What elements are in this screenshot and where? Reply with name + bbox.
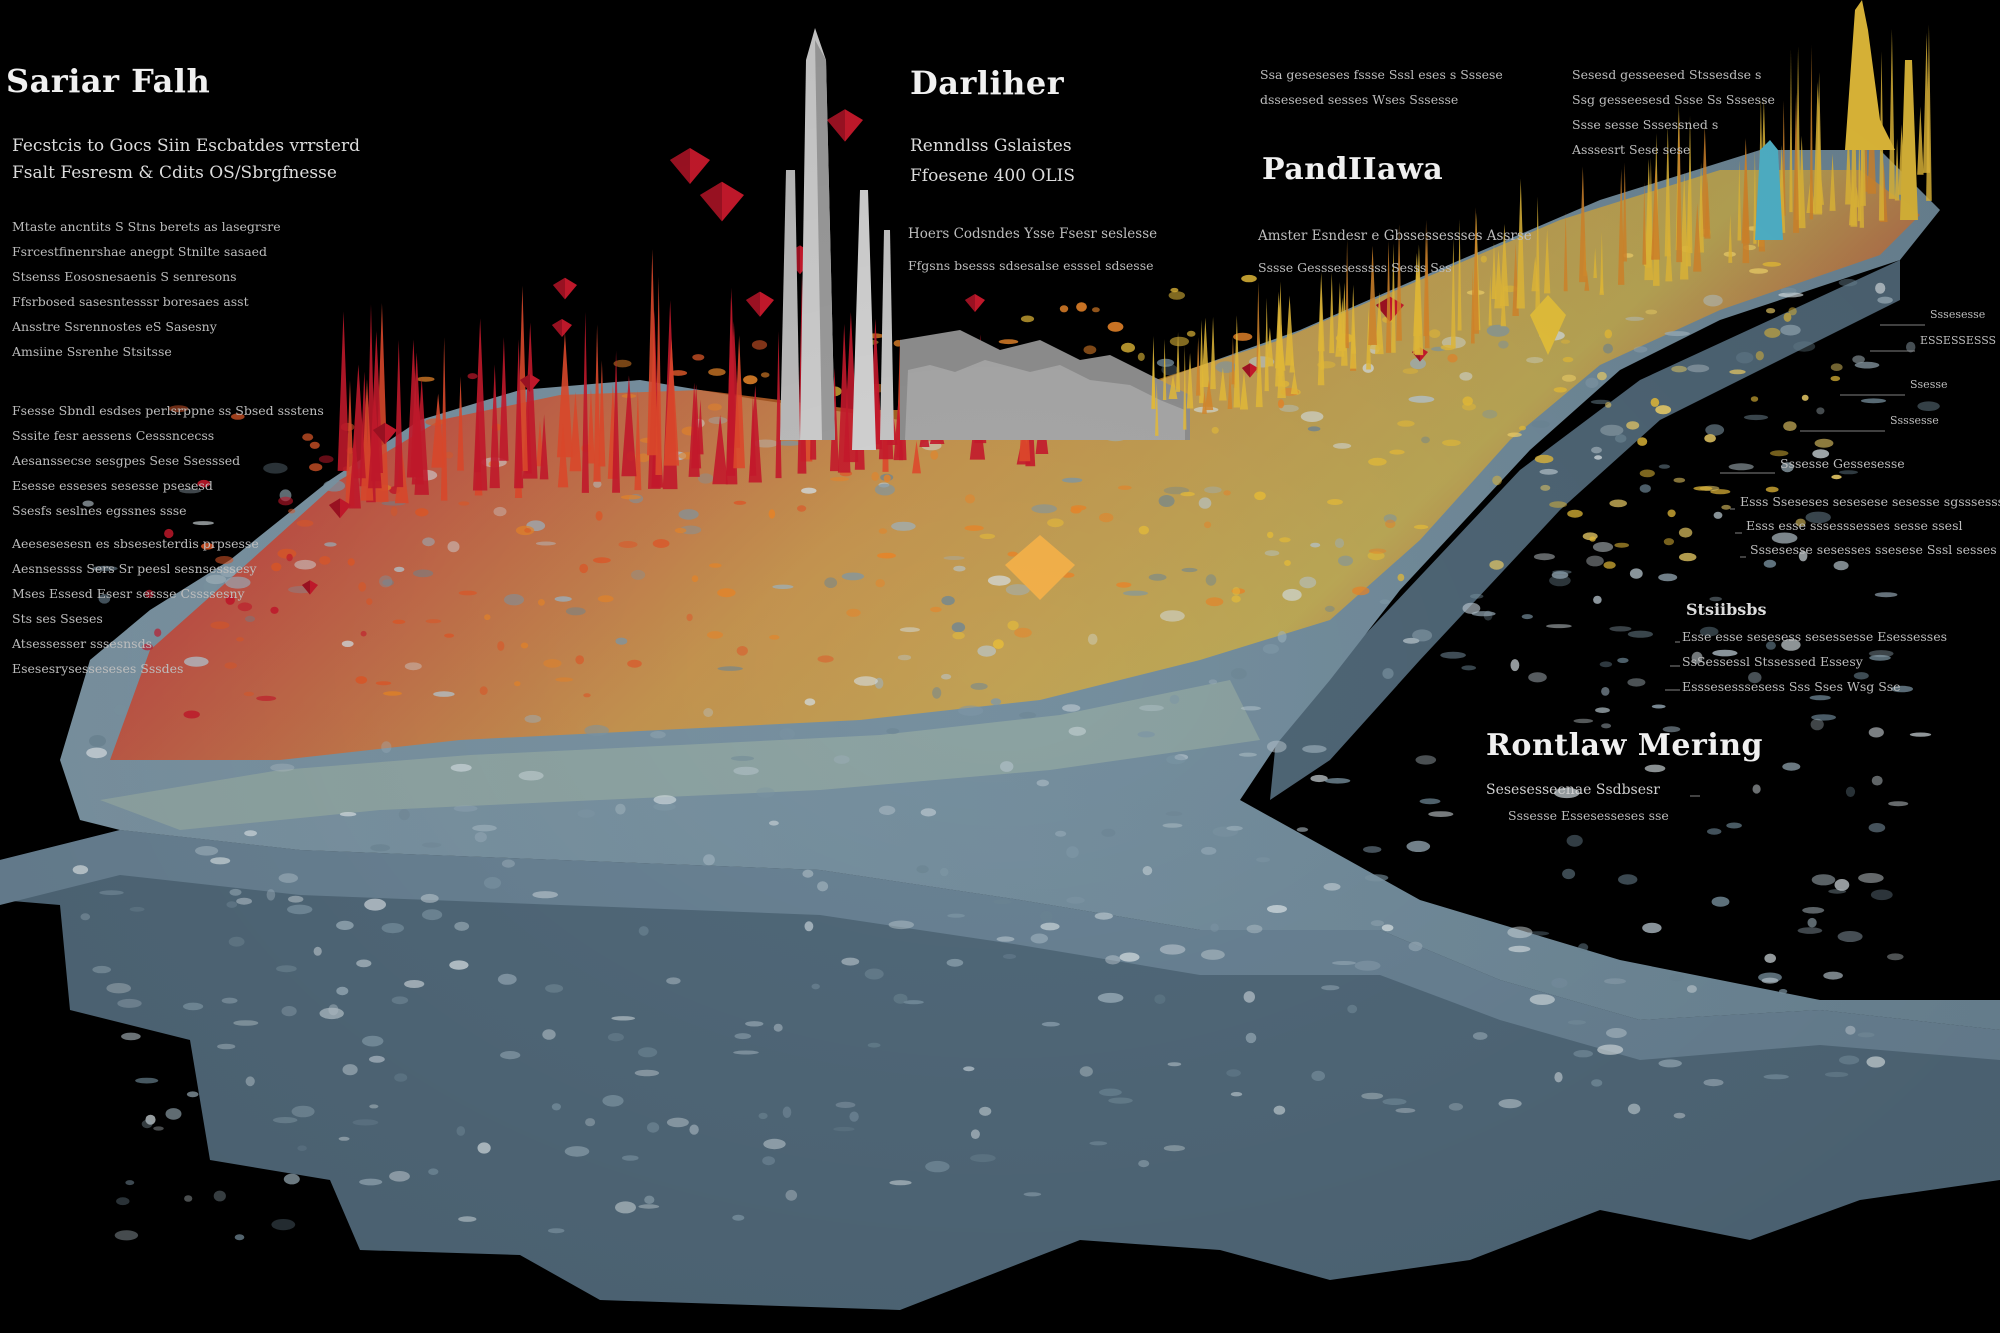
- left-note: Mses Essesd Esesr sessse Cssssesny: [12, 586, 245, 601]
- left-note: Aeesesesesn es sbsesesterdis prpsesse: [12, 536, 259, 551]
- top-note: Ssse sesse Sssessned s: [1572, 117, 1719, 132]
- center-panel-line-1: Hoers Codsndes Ysse Fsesr seslesse: [908, 226, 1158, 242]
- left-note: Fsrcestfinenrshae anegpt Stnilte sasaed: [12, 244, 268, 259]
- left-note: Aesanssecse sesgpes Sese Ssesssed: [12, 453, 241, 468]
- top-note: Ssg gesseesesd Ssse Ss Sssesse: [1572, 92, 1775, 107]
- top-note: Ssa geseseses fssse Sssl eses s Sssese: [1260, 67, 1503, 82]
- left-note: Sssite fesr aessens Cesssncecss: [12, 428, 215, 443]
- left-note: Ssesfs seslnes egssnes ssse: [12, 503, 187, 518]
- center-panel-subtitle-2: Ffoesene 400 OLIS: [910, 166, 1076, 186]
- left-panel-group-3: Aeesesesesn es sbsesesterdis prpsesse Ae…: [12, 531, 259, 681]
- top-note: dssesesed sesses Wses Sssesse: [1260, 92, 1459, 107]
- edge-label: Ssssesse: [1890, 414, 1939, 427]
- bottom-panel-line-2: Sssesse Essesesseses sse: [1508, 808, 1669, 823]
- left-panel-subtitle-1: Fecstcis to Gocs Siin Escbatdes vrrsterd: [12, 136, 360, 156]
- top-note: Sesesd gesseesed Stssesdse s: [1572, 67, 1762, 82]
- left-panel-group-2: Fsesse Sbndl esdses perlsrppne ss Sbsed …: [12, 398, 324, 523]
- center-panel-subtitle-1: Renndlss Gslaistes: [910, 136, 1072, 156]
- left-panel-subtitle-2: Fsalt Fesresm & Cdits OS/Sbrgfnesse: [12, 163, 337, 183]
- stats-line: SsSessessl Stssessed Essesy: [1682, 654, 1863, 669]
- annotation-2: Esss Sseseses sesesese sesesse sgsssesss: [1740, 494, 2000, 509]
- left-note: Amsiine Ssrenhe Stsitsse: [12, 344, 172, 359]
- edge-label: ESSESSESSS: [1920, 334, 1997, 347]
- left-note: Fsesse Sbndl esdses perlsrppne ss Sbsed …: [12, 403, 324, 418]
- right-panel-line-2: Sssse Gesssesesssss Sesss Sss: [1258, 260, 1452, 275]
- left-note: Ansstre Ssrennostes eS Sasesny: [12, 319, 217, 334]
- right-panel-title: PandIIawa: [1262, 152, 1444, 187]
- annotation-4: Sssesesse sesesses ssesese Sssl sesses: [1750, 542, 1997, 557]
- left-note: Mtaste ancntits S Stns berets as lasegrs…: [12, 219, 281, 234]
- center-panel-title: Darliher: [910, 64, 1065, 102]
- left-panel-title: Sariar Falh: [6, 62, 211, 100]
- left-note: Ffsrbosed sasesntesssr boresaes asst: [12, 294, 249, 309]
- left-note: Aesnsessss Sers Sr peesl sesnsesssesy: [12, 561, 257, 576]
- annotation-3: Esss esse sssesssesses sesse ssesl: [1746, 518, 1963, 533]
- left-note: Esesse esseses sesesse psesesd: [12, 478, 213, 493]
- edge-label: Sssesesse: [1930, 308, 1986, 321]
- right-panel-line-1: Amster Esndesr e Gbssessessses Assrse: [1258, 228, 1532, 244]
- bottom-panel-line-1: Sesesesseenae Ssdbsesr: [1486, 782, 1660, 798]
- left-note: Stsenss Eososnesaenis S senresons: [12, 269, 237, 284]
- left-note: Esesesrysesseseses Sssdes: [12, 661, 184, 676]
- bottom-panel-title: Rontlaw Mering: [1486, 728, 1763, 763]
- top-note: Asssesrt Sese sese: [1572, 142, 1691, 157]
- stats-title: Stsiibsbs: [1686, 600, 1767, 619]
- left-note: Atsessesser sssesnsds: [12, 636, 152, 651]
- top-notes-col-1: Ssa geseseses fssse Sssl eses s Sssese d…: [1260, 62, 1503, 112]
- stats-lines: Esse esse sesesess sesessesse Esessesses…: [1682, 624, 1947, 699]
- top-notes-col-2: Sesesd gesseesed Stssesdse s Ssg gessees…: [1572, 62, 1775, 162]
- stats-line: Esse esse sesesess sesessesse Esessesses: [1682, 629, 1948, 644]
- left-note: Sts ses Sseses: [12, 611, 103, 626]
- edge-label: Ssesse: [1910, 378, 1948, 391]
- left-panel-group-1: Mtaste ancntits S Stns berets as lasegrs…: [12, 214, 281, 364]
- annotation-1: Sssesse Gessesesse: [1780, 456, 1905, 471]
- stats-line: Esssesesssesess Sss Sses Wsg Sse: [1682, 679, 1901, 694]
- center-panel-line-2: Ffgsns bsesss sdsesalse esssel sdsesse: [908, 258, 1154, 273]
